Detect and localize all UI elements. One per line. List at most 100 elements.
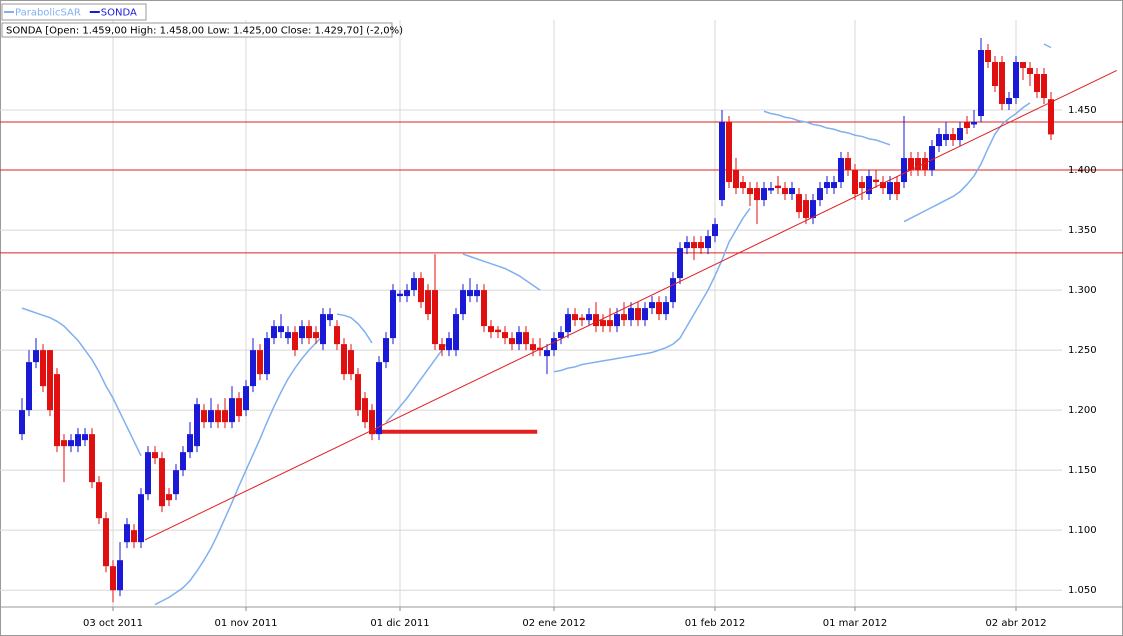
candle-body <box>761 188 767 201</box>
candle-body <box>145 452 151 495</box>
trend-line <box>144 69 1118 541</box>
candle-body <box>313 332 319 339</box>
candle-body <box>999 62 1005 105</box>
candle-body <box>467 290 473 297</box>
candle-body <box>635 308 641 321</box>
candle-body <box>775 185 781 189</box>
candle-body <box>740 182 746 189</box>
candle-body <box>754 188 760 201</box>
candle-body <box>292 332 298 351</box>
candle-body <box>19 410 25 435</box>
candle-body <box>61 440 67 447</box>
candle-body <box>397 293 403 297</box>
candle-body <box>75 434 81 447</box>
y-tick-label: 1.300 <box>1068 285 1097 296</box>
x-tick-label: 02 ene 2012 <box>522 618 585 629</box>
candle-body <box>250 350 256 387</box>
candle-body <box>187 434 193 453</box>
candle-body <box>712 224 718 237</box>
candle-body <box>306 326 312 339</box>
candle-body <box>278 326 284 333</box>
candle-body <box>600 320 606 327</box>
candle-body <box>411 278 417 291</box>
x-tick-label: 01 nov 2011 <box>215 618 278 629</box>
legend-label: ParabolicSAR <box>15 8 81 19</box>
candle-body <box>768 188 774 191</box>
candle-body <box>355 374 361 411</box>
candle-body <box>544 350 550 357</box>
y-tick-label: 1.150 <box>1068 465 1097 476</box>
candle-body <box>796 194 802 213</box>
candle-body <box>971 122 977 125</box>
candle-body <box>1006 98 1012 105</box>
candle-body <box>901 158 907 183</box>
candle-body <box>1020 62 1026 69</box>
candle-body <box>803 200 809 219</box>
candle-body <box>726 122 732 183</box>
candle-body <box>103 518 109 567</box>
x-tick-label: 02 abr 2012 <box>985 618 1046 629</box>
candle-body <box>586 314 592 321</box>
y-tick-label: 1.250 <box>1068 345 1097 356</box>
candle-body <box>432 290 438 345</box>
candle-body <box>656 302 662 315</box>
candle-body <box>369 410 375 435</box>
candle-body <box>978 50 984 117</box>
candle-body <box>488 326 494 333</box>
legend-label: SONDA <box>101 8 137 19</box>
candle-body <box>1027 68 1033 75</box>
candle-body <box>474 290 480 297</box>
candle-body <box>558 332 564 339</box>
candle-body <box>1013 62 1019 99</box>
candle-body <box>992 62 998 87</box>
candle-body <box>936 134 942 147</box>
candle-body <box>908 158 914 171</box>
candle-body <box>453 314 459 351</box>
candle-body <box>530 344 536 351</box>
candle-body <box>376 362 382 435</box>
candle-body <box>887 182 893 195</box>
candle-body <box>880 182 886 189</box>
candle-body <box>691 242 697 249</box>
candle-body <box>173 470 179 495</box>
y-tick-label: 1.050 <box>1068 585 1097 596</box>
candle-body <box>663 302 669 315</box>
candle-body <box>138 494 144 543</box>
candle-body <box>964 122 970 129</box>
candle-body <box>957 128 963 141</box>
candle-body <box>670 278 676 303</box>
candle-body <box>922 158 928 171</box>
candle-body <box>943 134 949 141</box>
candle-body <box>40 350 46 387</box>
y-tick-label: 1.350 <box>1068 225 1097 236</box>
candle-body <box>117 560 123 591</box>
x-tick-label: 01 mar 2012 <box>823 618 888 629</box>
candle-body <box>642 308 648 321</box>
candle-body <box>348 350 354 375</box>
y-tick-label: 1.400 <box>1068 165 1097 176</box>
candle-body <box>271 326 277 339</box>
candle-body <box>96 482 102 519</box>
candle-body <box>649 302 655 309</box>
sar-line <box>21 43 1052 606</box>
candle-body <box>929 146 935 171</box>
candle-body <box>873 179 879 183</box>
candle-body <box>33 350 39 363</box>
candle-body <box>131 530 137 543</box>
candle-body <box>159 458 165 507</box>
candle-body <box>362 398 368 423</box>
candle-body <box>166 494 172 501</box>
candle-body <box>215 410 221 423</box>
candle-body <box>824 182 830 189</box>
candle-body <box>621 314 627 321</box>
candle-body <box>320 314 326 345</box>
candle-body <box>789 188 795 195</box>
candle-body <box>334 326 340 345</box>
candle-body <box>628 308 634 321</box>
candle-body <box>551 338 557 351</box>
info-box <box>1 22 393 38</box>
candle-body <box>523 332 529 345</box>
candle-body <box>810 200 816 219</box>
candle-body <box>698 242 704 249</box>
